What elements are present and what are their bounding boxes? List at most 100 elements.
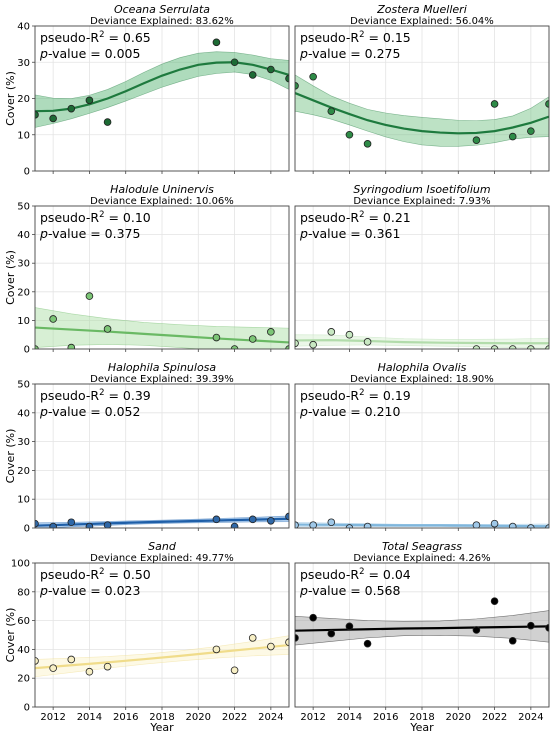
- confidence-band: [295, 74, 549, 147]
- data-point: [212, 38, 221, 47]
- data-point: [345, 130, 354, 139]
- y-tick-label: 40: [17, 645, 30, 656]
- y-axis-label: Cover (%): [4, 71, 17, 126]
- data-point: [508, 522, 517, 528]
- y-tick-label: 20: [17, 674, 30, 685]
- data-point: [527, 127, 535, 135]
- data-point: [285, 74, 289, 83]
- p-value: -value = 0.361: [308, 226, 401, 241]
- data-point: [472, 136, 481, 144]
- panel-title: Halophila Spinulosa: [108, 361, 217, 374]
- y-tick-label: 10: [17, 316, 30, 327]
- data-point: [490, 100, 499, 108]
- data-point: [508, 636, 517, 645]
- x-tick-label: 2020: [186, 712, 211, 723]
- p-value-label: p-value = 0.361: [299, 226, 400, 241]
- data-point: [490, 519, 499, 528]
- data-point: [49, 315, 57, 323]
- x-tick-label: 2016: [113, 712, 138, 723]
- data-point: [49, 664, 57, 672]
- data-point: [103, 118, 112, 126]
- confidence-band: [35, 51, 289, 128]
- data-point: [230, 666, 239, 675]
- data-point: [345, 622, 354, 631]
- panel-subtitle: Deviance Explained: 49.77%: [90, 553, 234, 564]
- data-point: [67, 343, 76, 349]
- data-point: [508, 345, 517, 349]
- data-point: [363, 522, 372, 528]
- fit-line: [295, 92, 549, 135]
- p-value: -value = 0.005: [48, 46, 141, 61]
- pseudo-r2-value: = 0.15: [365, 30, 411, 45]
- panel-title: Syringodium Isoetifolium: [353, 183, 490, 196]
- p-italic: p: [39, 46, 48, 61]
- p-italic: p: [299, 404, 308, 419]
- pseudo-r2-label: pseudo-R2 = 0.65: [40, 30, 151, 45]
- data-point: [248, 335, 257, 343]
- data-point: [212, 515, 221, 524]
- data-point: [267, 516, 275, 525]
- fit-line: [35, 643, 289, 670]
- x-axis-label: Year: [409, 721, 434, 732]
- superscript: 2: [359, 210, 364, 220]
- fit-line: [295, 523, 549, 528]
- y-tick-label: 0: [24, 345, 30, 356]
- y-tick-label: 20: [17, 287, 30, 298]
- data-point: [85, 292, 94, 300]
- y-tick-label: 50: [17, 202, 30, 213]
- data-point: [309, 613, 317, 622]
- data-point: [285, 345, 289, 349]
- data-point: [248, 515, 257, 524]
- data-point: [103, 521, 112, 528]
- superscript: 2: [359, 30, 364, 40]
- pseudo-r2-value: = 0.50: [105, 567, 151, 582]
- y-tick-label: 0: [24, 167, 30, 178]
- data-point: [103, 662, 112, 671]
- y-tick-label: 40: [17, 22, 30, 33]
- p-italic: p: [299, 226, 308, 241]
- x-tick-label: 2014: [337, 712, 362, 723]
- panel-title: Total Seagrass: [382, 540, 462, 553]
- pseudo-r2-label: pseudo-R2 = 0.21: [300, 210, 411, 225]
- p-value-label: p-value = 0.052: [39, 404, 140, 419]
- p-value-label: p-value = 0.210: [299, 404, 401, 419]
- data-point: [212, 645, 221, 654]
- panel-title: Halophila Ovalis: [378, 361, 467, 374]
- y-tick-label: 80: [17, 587, 30, 598]
- data-point: [309, 72, 317, 81]
- data-point: [285, 512, 289, 521]
- data-point: [85, 96, 94, 105]
- x-tick-label: 2022: [222, 712, 247, 723]
- data-point: [67, 104, 76, 113]
- y-axis-label: Cover (%): [4, 250, 17, 305]
- pseudo-r2-label: pseudo-R2 = 0.04: [300, 567, 411, 582]
- p-value-label: p-value = 0.023: [39, 583, 140, 598]
- data-point: [490, 597, 499, 605]
- pseudo-r2-label: pseudo-R2 = 0.19: [300, 388, 411, 403]
- data-point: [85, 522, 94, 528]
- data-point: [472, 521, 481, 528]
- x-axis-label: Year: [149, 721, 174, 732]
- panel-subtitle: Deviance Explained: 18.90%: [350, 374, 494, 385]
- fit-line: [35, 61, 289, 113]
- superscript: 2: [359, 567, 364, 577]
- data-point: [267, 65, 275, 74]
- superscript: 2: [99, 567, 104, 577]
- p-italic: p: [39, 583, 48, 598]
- data-point: [363, 140, 372, 148]
- data-point: [230, 345, 239, 349]
- pseudo-r2-label: pseudo-R2 = 0.39: [40, 388, 151, 403]
- data-point: [508, 132, 517, 141]
- pseudo-r2-value: = 0.39: [105, 388, 151, 403]
- data-point: [309, 340, 317, 349]
- data-point: [472, 626, 481, 634]
- data-point: [103, 325, 112, 333]
- data-point: [363, 639, 372, 648]
- x-tick-label: 2024: [258, 712, 283, 723]
- superscript: 2: [359, 388, 364, 398]
- panel-subtitle: Deviance Explained: 7.93%: [353, 196, 490, 207]
- p-value: -value = 0.375: [48, 226, 141, 241]
